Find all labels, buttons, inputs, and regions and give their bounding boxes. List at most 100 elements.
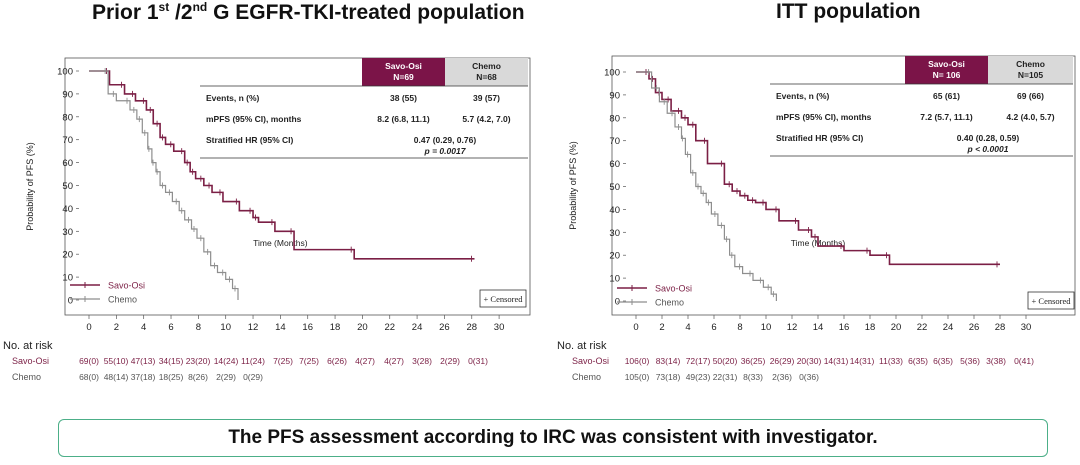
risk-value-chemo: 68(0) — [79, 372, 99, 382]
x-tick-label: 6 — [711, 322, 716, 333]
table-header-savo-n: N= 106 — [933, 70, 961, 80]
x-tick-label: 4 — [685, 322, 690, 333]
x-tick-label: 8 — [196, 322, 201, 333]
y-tick-label: 80 — [62, 112, 73, 123]
y-tick-label: 100 — [57, 67, 73, 78]
risk-value-savo-osi: 11(24) — [241, 356, 265, 366]
x-tick-label: 0 — [86, 322, 91, 333]
x-tick-label: 20 — [891, 322, 902, 333]
risk-table-heading: No. at risk — [3, 340, 53, 352]
x-tick-label: 12 — [787, 322, 798, 333]
right-chart-title: ITT population — [776, 0, 921, 23]
table-header-savo-osi — [362, 58, 445, 86]
y-tick-label: 30 — [609, 228, 620, 239]
risk-value-savo-osi: 4(27) — [384, 356, 404, 366]
risk-value-savo-osi: 2(29) — [440, 356, 460, 366]
x-tick-label: 22 — [917, 322, 928, 333]
x-tick-label: 20 — [357, 322, 368, 333]
km-curve-savo-osi — [636, 71, 1000, 266]
risk-value-chemo: 22(31) — [713, 372, 738, 382]
x-tick-label: 28 — [995, 322, 1006, 333]
table-header-savo-osi — [905, 56, 988, 84]
x-tick-label: 22 — [384, 322, 395, 333]
y-tick-label: 70 — [609, 136, 620, 147]
table-header-chemo-n: N=68 — [476, 72, 497, 82]
risk-value-savo-osi: 106(0) — [625, 356, 650, 366]
risk-value-savo-osi: 23(20) — [186, 356, 211, 366]
risk-value-savo-osi: 55(10) — [104, 356, 129, 366]
x-tick-label: 10 — [761, 322, 772, 333]
risk-value-savo-osi: 36(25) — [741, 356, 766, 366]
risk-value-savo-osi: 5(36) — [960, 356, 980, 366]
risk-value-savo-osi: 69(0) — [79, 356, 99, 366]
x-tick-label: 0 — [633, 322, 638, 333]
conclusion-banner: The PFS assessment according to IRC was … — [58, 419, 1048, 457]
x-tick-label: 26 — [969, 322, 980, 333]
risk-value-savo-osi: 6(35) — [933, 356, 953, 366]
x-tick-label: 30 — [1021, 322, 1032, 333]
plot-frame — [64, 57, 531, 316]
y-tick-label: 60 — [62, 158, 73, 169]
risk-value-savo-osi: 3(28) — [412, 356, 432, 366]
risk-value-savo-osi: 11(33) — [879, 356, 903, 366]
risk-value-savo-osi: 14(24) — [214, 356, 239, 366]
y-tick-label: 40 — [62, 204, 73, 215]
table-hr-label: Stratified HR (95% CI) — [776, 133, 864, 143]
x-tick-label: 2 — [114, 322, 119, 333]
risk-value-savo-osi: 4(27) — [355, 356, 375, 366]
x-tick-label: 12 — [248, 322, 259, 333]
risk-value-savo-osi: 3(38) — [986, 356, 1006, 366]
risk-label-chemo: Chemo — [12, 372, 41, 382]
x-tick-label: 4 — [141, 322, 146, 333]
km-curve-chemo — [636, 71, 777, 301]
table-hr-value: 0.47 (0.29, 0.76) — [414, 135, 477, 145]
risk-value-chemo: 49(23) — [686, 372, 711, 382]
table-header-chemo-label: Chemo — [1016, 59, 1045, 69]
y-tick-label: 90 — [609, 90, 620, 101]
x-tick-label: 2 — [659, 322, 664, 333]
legend-label-savo-osi: Savo-Osi — [108, 281, 145, 291]
risk-value-savo-osi: 83(14) — [656, 356, 681, 366]
x-tick-label: 14 — [275, 322, 286, 333]
x-tick-label: 24 — [943, 322, 954, 333]
y-tick-label: 40 — [609, 205, 620, 216]
plot-frame — [611, 55, 1076, 316]
table-header-chemo — [988, 56, 1073, 84]
table-value-savo-osi: 65 (61) — [933, 91, 960, 101]
x-tick-label: 14 — [813, 322, 824, 333]
table-value-savo-osi: 38 (55) — [390, 93, 417, 103]
y-tick-label: 20 — [609, 251, 620, 262]
risk-value-chemo: 73(18) — [656, 372, 681, 382]
table-header-chemo — [445, 58, 528, 86]
table-row-label: Events, n (%) — [206, 93, 260, 103]
y-axis-label: Probability of PFS (%) — [25, 142, 35, 231]
risk-value-savo-osi: 7(25) — [299, 356, 319, 366]
table-hr-label: Stratified HR (95% CI) — [206, 135, 294, 145]
legend-label-savo-osi: Savo-Osi — [655, 284, 692, 294]
table-p-value: p < 0.0001 — [967, 144, 1009, 154]
y-tick-label: 80 — [609, 113, 620, 124]
risk-value-savo-osi: 14(31) — [824, 356, 849, 366]
legend-label-chemo: Chemo — [655, 298, 684, 308]
table-header-chemo-n: N=105 — [1018, 70, 1044, 80]
censored-legend-box — [1027, 291, 1075, 310]
table-value-chemo: 39 (57) — [473, 93, 500, 103]
risk-value-chemo: 2(36) — [772, 372, 792, 382]
risk-value-chemo: 8(33) — [743, 372, 763, 382]
x-axis-label: Time (Months) — [253, 238, 308, 248]
y-tick-label: 60 — [609, 159, 620, 170]
risk-value-savo-osi: 50(20) — [713, 356, 738, 366]
censored-legend-label: + Censored — [1031, 296, 1071, 306]
risk-table-heading: No. at risk — [557, 340, 607, 352]
table-value-chemo: 69 (66) — [1017, 91, 1044, 101]
risk-value-chemo: 48(14) — [104, 372, 129, 382]
risk-value-chemo: 0(29) — [243, 372, 263, 382]
risk-value-savo-osi: 72(17) — [686, 356, 711, 366]
table-value-savo-osi: 8.2 (6.8, 11.1) — [377, 114, 430, 124]
censored-legend-label: + Censored — [483, 294, 523, 304]
risk-label-chemo: Chemo — [572, 372, 601, 382]
risk-value-savo-osi: 0(31) — [468, 356, 488, 366]
y-tick-label: 10 — [62, 273, 73, 284]
